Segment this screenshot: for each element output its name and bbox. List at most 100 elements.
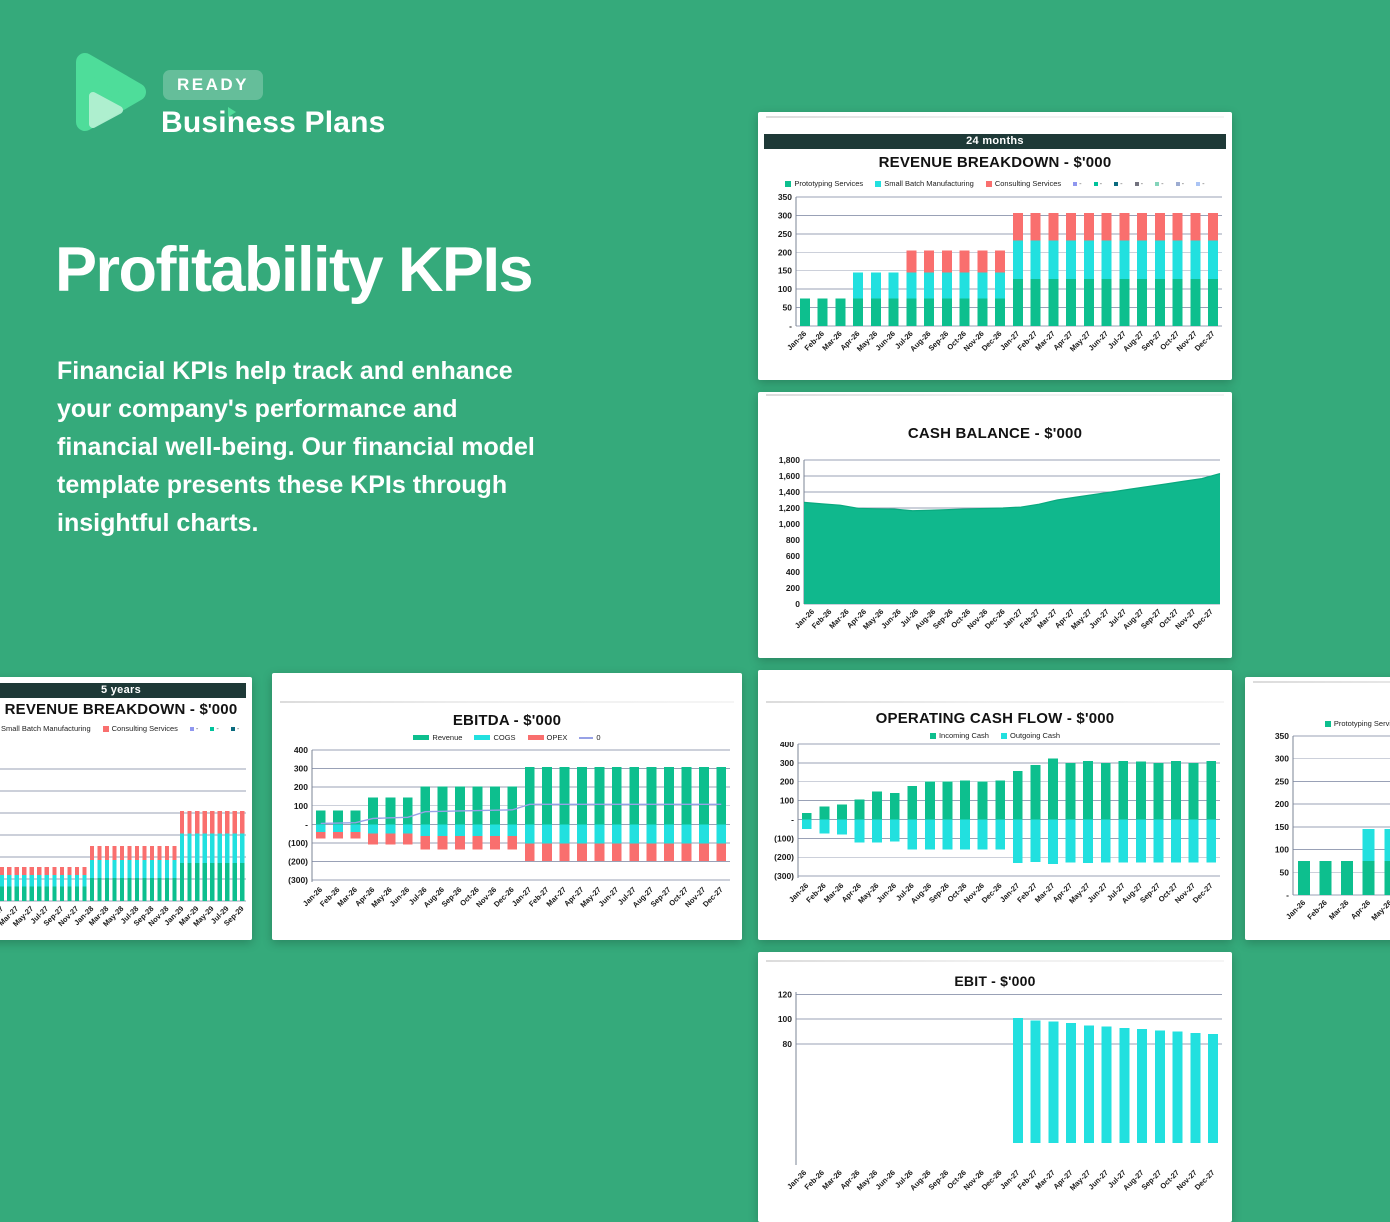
legend-marker-icon — [474, 735, 491, 740]
svg-text:Dec-27: Dec-27 — [701, 885, 725, 909]
svg-text:150: 150 — [1275, 822, 1289, 832]
legend-marker-icon — [875, 180, 882, 187]
svg-text:1,400: 1,400 — [779, 487, 801, 497]
svg-text:0: 0 — [795, 599, 800, 609]
chart-title: OPERATING CASH FLOW - $'000 — [875, 710, 1115, 727]
chart-card-revenue-breakdown-5y: 5 years REVENUE BREAKDOWN - $'000 Small … — [0, 677, 252, 940]
chart-title: CASH BALANCE - $'000 — [907, 425, 1083, 442]
legend-item: - — [189, 724, 198, 733]
legend-marker-icon — [1324, 720, 1331, 727]
legend-marker-icon — [985, 180, 992, 187]
chart-plot: Jan-27Mar-27May-27Jul-27Sep-27Nov-27Jan-… — [0, 768, 246, 928]
svg-text:Dec-27: Dec-27 — [1191, 881, 1215, 905]
svg-text:200: 200 — [294, 782, 308, 792]
svg-text:350: 350 — [778, 192, 792, 202]
svg-text:Jun-27: Jun-27 — [1087, 607, 1110, 630]
svg-text:Dec-27: Dec-27 — [1193, 1168, 1217, 1192]
legend-marker-icon — [413, 735, 430, 740]
svg-text:200: 200 — [1275, 799, 1289, 809]
svg-text:400: 400 — [294, 745, 308, 755]
svg-text:250: 250 — [1275, 776, 1289, 786]
legend-item: - — [210, 724, 219, 733]
legend-item: - — [1196, 179, 1205, 188]
svg-text:1,600: 1,600 — [779, 471, 801, 481]
svg-text:Jun-27: Jun-27 — [1087, 329, 1110, 352]
svg-text:Jun-27: Jun-27 — [597, 885, 620, 908]
legend-item: OPEX — [527, 733, 567, 742]
svg-text:Dec-27: Dec-27 — [1193, 329, 1217, 353]
description-line: your company's performance and — [57, 395, 458, 423]
chart-legend: Incoming Cash Outgoing Cash — [758, 729, 1232, 742]
chart-card-cash-balance: CASH BALANCE - $'000 1,800 1,600 1,400 1,20… — [758, 392, 1232, 658]
chart-card-operating-cash-flow: OPERATING CASH FLOW - $'000 Incoming Cas… — [758, 670, 1232, 940]
chart-legend: Prototyping Services Small Batch Manufact… — [758, 177, 1232, 190]
legend-marker-icon — [1114, 181, 1119, 186]
card-top-strip — [766, 394, 1224, 396]
legend-item: Revenue — [413, 733, 462, 742]
legend-item: Consulting Services — [102, 724, 178, 733]
chart-plot: 350 300 250 200 150 100 50 -Jan-26Feb-26Mar-26A… — [1275, 731, 1390, 922]
svg-text:(300): (300) — [774, 871, 794, 881]
chart-card-revenue-breakdown-24m: 24 months REVENUE BREAKDOWN - $'000 Prot… — [758, 112, 1232, 380]
svg-text:80: 80 — [783, 1039, 793, 1049]
svg-text:50: 50 — [1280, 867, 1290, 877]
svg-text:100: 100 — [294, 801, 308, 811]
svg-text:300: 300 — [778, 210, 792, 220]
play-icon — [76, 53, 146, 131]
legend-item: - — [1155, 179, 1164, 188]
svg-text:400: 400 — [780, 742, 794, 749]
svg-text:Jan-26: Jan-26 — [1284, 898, 1307, 921]
chart-legend: Small Batch Manufacturing Consulting Serv… — [0, 722, 252, 735]
legend-marker-icon — [230, 726, 235, 731]
svg-text:(300): (300) — [288, 875, 308, 885]
svg-text:Jun-26: Jun-26 — [388, 885, 411, 908]
chart-plot: 1,8001,6001,4001,2001,0008006004002000Ja… — [779, 455, 1221, 631]
svg-text:Dec-26: Dec-26 — [980, 329, 1004, 353]
legend-marker-icon — [1155, 181, 1160, 186]
svg-text:(200): (200) — [774, 852, 794, 862]
legend-item: Prototyping Services — [1324, 719, 1390, 728]
card-top-strip — [1253, 681, 1390, 683]
svg-text:100: 100 — [778, 284, 792, 294]
legend-item: COGS — [474, 733, 516, 742]
svg-text:200: 200 — [786, 583, 800, 593]
svg-text:-: - — [791, 814, 794, 824]
svg-text:(100): (100) — [288, 838, 308, 848]
legend-marker-icon — [1093, 181, 1098, 186]
svg-text:-: - — [1286, 890, 1289, 900]
svg-text:100: 100 — [780, 796, 794, 806]
legend-item: Consulting Services — [985, 179, 1061, 188]
svg-text:Jun-26: Jun-26 — [879, 607, 902, 630]
svg-text:250: 250 — [778, 229, 792, 239]
svg-text:400: 400 — [786, 567, 800, 577]
svg-text:300: 300 — [294, 764, 308, 774]
brand-i-triangle-icon — [228, 107, 236, 117]
chart-plot: 400300200100-(100)(200)(300)Jan-26Feb-26… — [288, 745, 730, 909]
page-description: Financial KPIs help track and enhance yo… — [57, 352, 697, 542]
chart-card-ebitda: EBITDA - $'000 Revenue COGS OPEX 0 400 300 20… — [272, 673, 742, 940]
legend-item: - — [230, 724, 239, 733]
svg-text:Sep-26: Sep-26 — [927, 329, 951, 353]
svg-text:May-26: May-26 — [1369, 898, 1390, 922]
svg-text:120: 120 — [778, 990, 792, 999]
description-line: template presents these KPIs through — [57, 471, 508, 499]
chart-title: REVENUE BREAKDOWN - $'000 — [878, 154, 1112, 171]
card-top-strip — [766, 960, 1224, 962]
chart-title: EBITDA - $'000 — [452, 712, 562, 729]
svg-text:100: 100 — [1275, 845, 1289, 855]
svg-text:-: - — [789, 321, 792, 331]
card-top-strip — [280, 701, 734, 703]
legend-marker-icon — [785, 180, 792, 187]
legend-marker-icon — [929, 732, 936, 739]
legend-marker-icon — [210, 726, 215, 731]
svg-text:200: 200 — [778, 247, 792, 257]
chart-plot: 400300200100-(100)(200)(300)Jan-26Feb-26… — [774, 742, 1220, 905]
period-band: 24 months — [764, 134, 1226, 149]
legend-item: - — [1093, 179, 1102, 188]
svg-text:Sep-26: Sep-26 — [927, 881, 951, 905]
svg-text:600: 600 — [786, 551, 800, 561]
legend-item: 0 — [579, 733, 601, 742]
legend-marker-icon — [1196, 181, 1201, 186]
svg-text:Sep-27: Sep-27 — [649, 885, 673, 909]
svg-text:Sep-26: Sep-26 — [440, 885, 464, 909]
